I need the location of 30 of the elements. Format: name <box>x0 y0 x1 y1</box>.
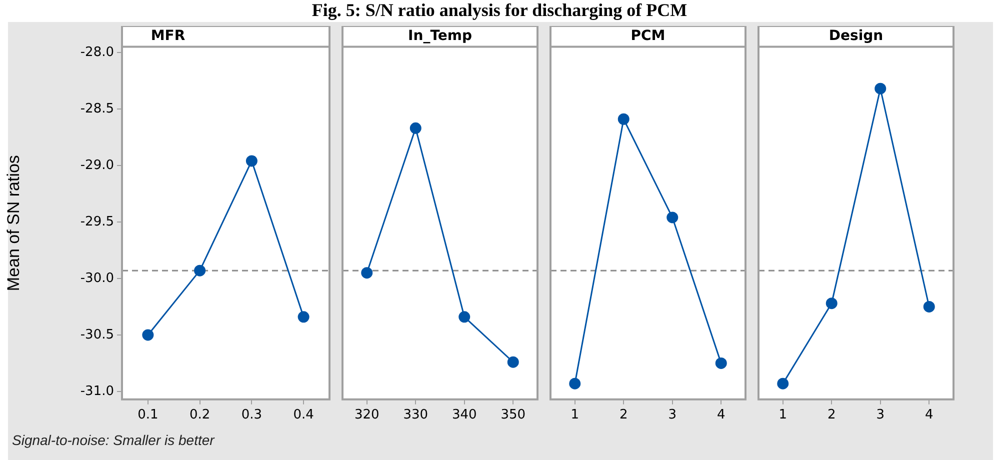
y-tick-label: -30.0 <box>80 270 114 286</box>
caption: Fig. 5: S/N ratio analysis for discharging of PCM <box>310 0 688 20</box>
x-tick-label: 3 <box>668 408 677 423</box>
y-axis-title: Mean of SN ratios <box>4 155 23 292</box>
chart-title: In_Temp <box>408 28 472 44</box>
y-tick-label: -31.0 <box>80 384 114 399</box>
x-tick-label: 4 <box>924 408 934 423</box>
x-tick-label: 320 <box>354 408 380 423</box>
y-tick-label: -29.0 <box>80 158 114 173</box>
x-tick-label: 0.1 <box>138 408 158 423</box>
x-tick-label: 4 <box>716 408 726 423</box>
x-tick-label: 1 <box>778 408 788 423</box>
x-tick-label: 350 <box>500 408 526 423</box>
y-tick-label: -28.5 <box>80 101 114 116</box>
chart-title: MFR <box>150 28 186 44</box>
x-tick-label: 3 <box>876 408 885 423</box>
y-tick-label: -28.0 <box>80 44 114 60</box>
y-tick-label: -30.5 <box>80 327 114 342</box>
x-tick-label: 1 <box>570 408 580 423</box>
x-tick-label: 0.2 <box>189 408 210 423</box>
x-tick-label: 2 <box>619 408 628 423</box>
text: Signal-to-noise: Smaller is better <box>12 432 214 448</box>
x-tick-label: 0.3 <box>241 408 262 423</box>
x-tick-label: 0.4 <box>293 408 314 423</box>
chart-title: PCM <box>630 28 666 44</box>
x-tick-label: 330 <box>403 408 428 423</box>
x-tick-label: 2 <box>827 408 836 423</box>
x-tick-label: 340 <box>452 408 477 423</box>
chart-title: Design <box>828 28 884 44</box>
y-tick-label: -29.5 <box>80 214 114 230</box>
